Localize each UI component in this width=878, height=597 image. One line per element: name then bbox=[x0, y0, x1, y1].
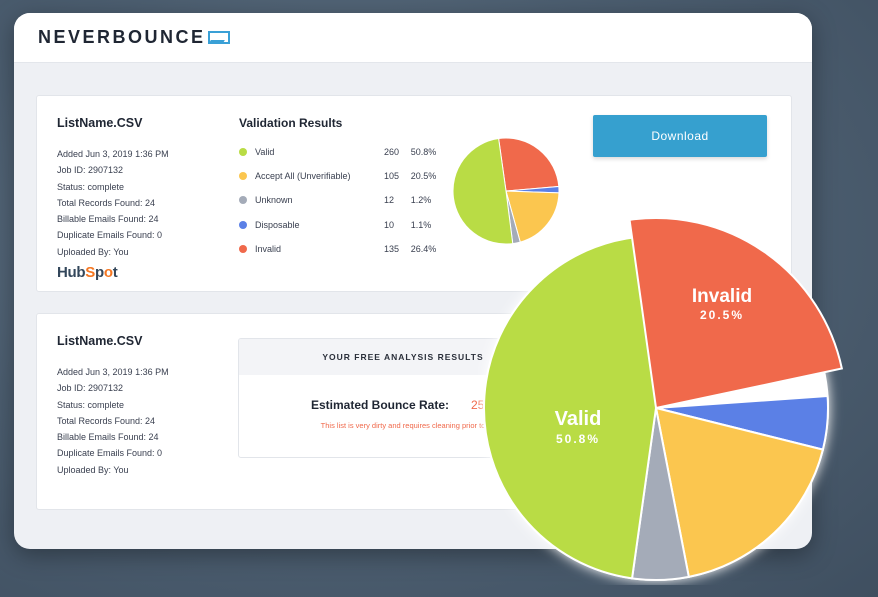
legend-dot bbox=[239, 148, 247, 157]
legend-label: Disposable bbox=[255, 219, 300, 230]
list-uploaded-by: Uploaded By: You bbox=[57, 246, 129, 257]
list-job-id: Job ID: 2907132 bbox=[57, 383, 124, 394]
zoom-slice-invalid bbox=[628, 217, 844, 410]
legend-percent: 50.8% bbox=[410, 147, 437, 158]
list-duplicate-emails: Duplicate Emails Found: 0 bbox=[57, 448, 163, 459]
list-status: Status: complete bbox=[57, 181, 125, 192]
list-added: Added Jun 3, 2019 1:36 PM bbox=[57, 367, 169, 377]
validation-row: Unknown 12 1.2% bbox=[239, 188, 449, 212]
top-bar: NEVERBOUNCE bbox=[14, 13, 812, 63]
validation-results: Validation Results Valid 260 50.8% Accept A… bbox=[239, 116, 449, 261]
list-duplicate-emails: Duplicate Emails Found: 0 bbox=[57, 230, 163, 241]
envelope-icon bbox=[207, 31, 230, 44]
zoom-slice-valid bbox=[483, 234, 658, 580]
validation-row: Disposable 10 1.1% bbox=[239, 213, 449, 237]
list-total-records: Total Records Found: 24 bbox=[57, 197, 156, 208]
legend-percent: 20.5% bbox=[410, 171, 437, 182]
list-status: Status: complete bbox=[57, 399, 125, 410]
legend-count: 260 bbox=[384, 147, 400, 158]
zoom-valid-label: Valid bbox=[555, 408, 602, 430]
legend-label: Valid bbox=[255, 147, 275, 158]
neverbounce-logo[interactable]: NEVERBOUNCE bbox=[38, 27, 230, 48]
legend-label: Accept All (Unverifiable) bbox=[255, 171, 351, 182]
list-meta: ListName.CSV Added Jun 3, 2019 1:36 PM J… bbox=[57, 116, 227, 281]
validation-title: Validation Results bbox=[239, 116, 343, 130]
legend-percent: 1.1% bbox=[410, 219, 432, 230]
legend-count: 135 bbox=[384, 243, 400, 254]
list-billable-emails: Billable Emails Found: 24 bbox=[57, 214, 159, 225]
analysis-note: This list is very dirty and requires cle… bbox=[320, 421, 486, 430]
zoom-slice-accept bbox=[654, 406, 825, 579]
pie-slice-accept bbox=[505, 190, 560, 243]
legend-dot bbox=[239, 220, 247, 229]
validation-row: Accept All (Unverifiable) 105 20.5% bbox=[239, 164, 449, 188]
list-added: Added Jun 3, 2019 1:36 PM bbox=[57, 149, 169, 159]
validation-row: Invalid 135 26.4% bbox=[239, 237, 449, 261]
list-file-name: ListName.CSV bbox=[57, 334, 143, 348]
results-pie-chart bbox=[452, 137, 560, 245]
legend-percent: 26.4% bbox=[410, 243, 437, 254]
list-total-records: Total Records Found: 24 bbox=[57, 415, 156, 426]
legend-dot bbox=[239, 196, 247, 205]
pie-slice-valid bbox=[452, 137, 514, 245]
legend-count: 10 bbox=[384, 219, 395, 230]
legend-count: 12 bbox=[384, 195, 395, 206]
zoom-valid-percent: 50.8% bbox=[556, 432, 600, 446]
logo-text: NEVERBOUNCE bbox=[38, 27, 206, 47]
list-meta: ListName.CSV Added Jun 3, 2019 1:36 PM J… bbox=[57, 334, 227, 478]
list-uploaded-by: Uploaded By: You bbox=[57, 464, 129, 475]
list-job-id: Job ID: 2907132 bbox=[57, 165, 124, 176]
legend-dot bbox=[239, 172, 247, 181]
legend-percent: 1.2% bbox=[410, 195, 432, 206]
pie-slice-invalid bbox=[498, 137, 560, 192]
legend-label: Unknown bbox=[255, 195, 293, 206]
legend-label: Invalid bbox=[255, 243, 282, 254]
zoom-invalid-label: Invalid bbox=[692, 286, 752, 307]
list-billable-emails: Billable Emails Found: 24 bbox=[57, 432, 159, 443]
legend-dot bbox=[239, 244, 247, 253]
bounce-rate-label: Estimated Bounce Rate: bbox=[310, 398, 449, 412]
validation-row: Valid 260 50.8% bbox=[239, 140, 449, 164]
zoom-invalid-percent: 20.5% bbox=[700, 308, 744, 322]
legend-count: 105 bbox=[384, 171, 400, 182]
list-file-name: ListName.CSV bbox=[57, 116, 143, 130]
hubspot-logo: HubSpot bbox=[57, 264, 118, 282]
download-button[interactable]: Download bbox=[593, 115, 767, 157]
